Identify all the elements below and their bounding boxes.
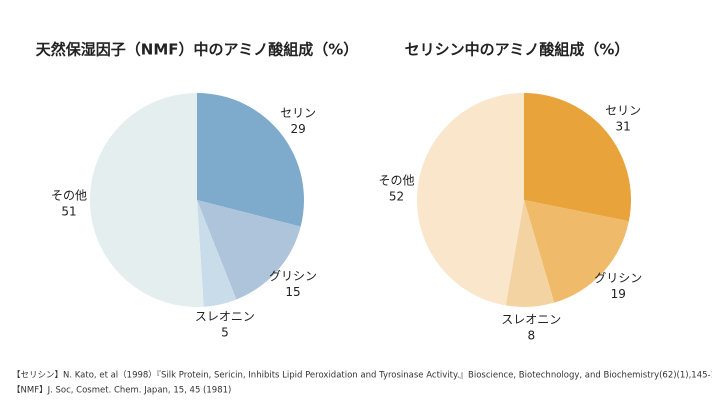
slice-label: セリン [280, 106, 316, 120]
slice-value: 52 [389, 190, 404, 204]
slice-label: グリシン [594, 271, 642, 285]
slice-value: 19 [611, 287, 626, 301]
pie-slice [197, 200, 301, 300]
pie-slice [505, 200, 555, 307]
slice-label: セリン [605, 103, 641, 117]
pie-slice [524, 200, 629, 303]
pie-slice [524, 93, 631, 222]
slice-value: 5 [221, 325, 229, 339]
pie-slice [197, 200, 237, 307]
pie-slice [197, 93, 304, 227]
slice-label: スレオニン [501, 312, 561, 326]
slice-label: その他 [378, 174, 414, 188]
chart-title: セリシン中のアミノ酸組成（%） [405, 41, 630, 59]
slice-label: グリシン [269, 269, 317, 283]
slice-label: その他 [51, 189, 87, 203]
footnote: 【セリシン】N. Kato, et al（1998）『Silk Protein,… [12, 370, 712, 381]
slice-value: 15 [285, 285, 300, 299]
slice-value: 51 [61, 205, 76, 219]
pie-slice [89, 93, 204, 308]
pie-slice [417, 93, 524, 306]
footnote: 【NMF】J. Soc, Cosmet. Chem. Japan, 15, 45… [12, 386, 231, 396]
slice-value: 8 [527, 328, 535, 342]
slice-value: 31 [615, 119, 630, 133]
slice-value: 29 [290, 122, 305, 136]
chart-title: 天然保湿因子（NMF）中のアミノ酸組成（%） [36, 41, 358, 59]
slice-label: スレオニン [195, 309, 255, 323]
